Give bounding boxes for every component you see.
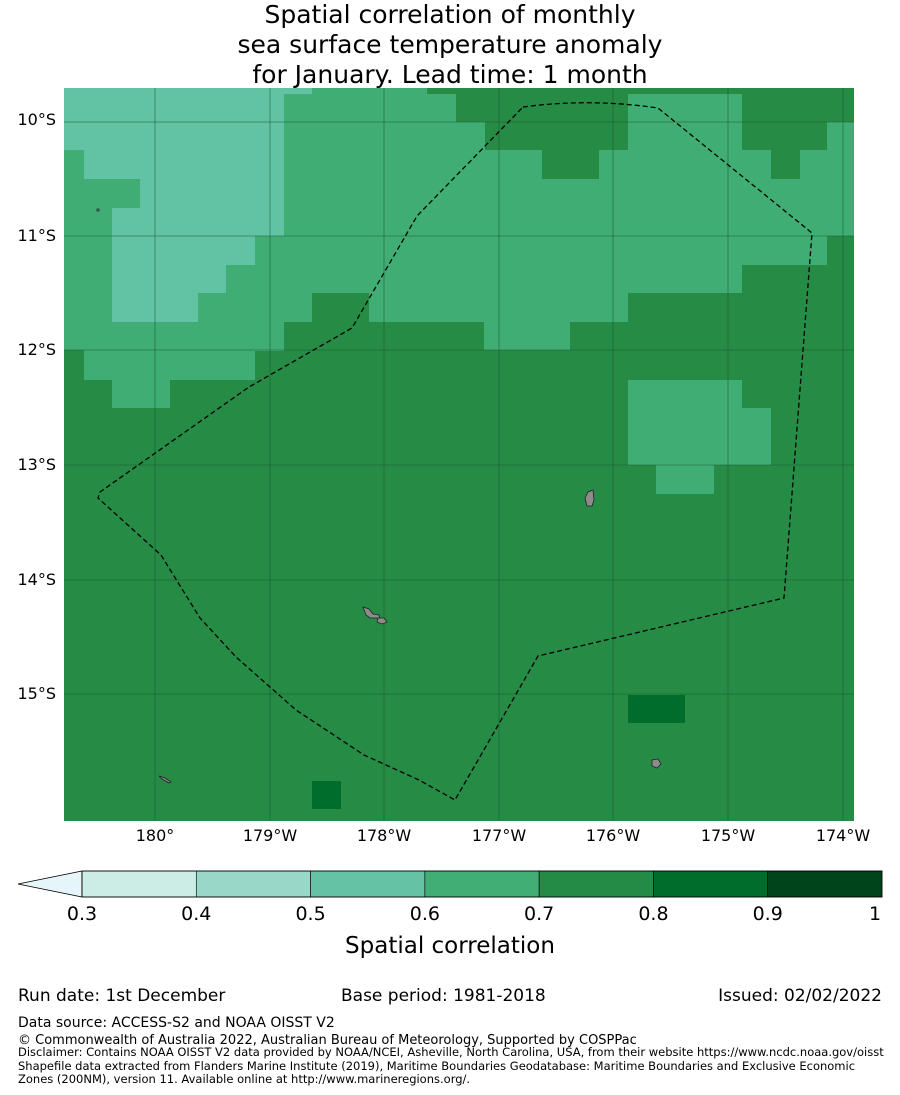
colorbar-segment — [81, 870, 197, 898]
colorbar-tick-label: 0.3 — [66, 903, 98, 925]
issued-date: Issued: 02/02/2022 — [718, 986, 882, 1006]
island-south — [651, 758, 662, 769]
eez-boundary — [97, 102, 813, 801]
colorbar-tick-label: 0.7 — [524, 903, 555, 925]
data-source: Data source: ACCESS-S2 and NOAA OISST V2 — [18, 1015, 335, 1031]
colorbar-tick-label: 0.5 — [295, 903, 326, 925]
central-pocket-1 — [312, 293, 369, 322]
lon-label-180: 180° — [135, 826, 175, 845]
island-upolu — [362, 606, 381, 619]
north-pocket-6 — [742, 94, 827, 122]
colorbar-segment — [653, 870, 769, 898]
lon-label-174w: 174°W — [815, 826, 871, 845]
east-pocket — [827, 236, 854, 265]
lon-label-176w: 176°W — [585, 826, 641, 845]
colorbar-segment — [767, 870, 883, 898]
colorbar-segment — [424, 870, 540, 898]
class-0.8-0.9-cells — [312, 695, 685, 809]
island-southwest — [158, 775, 172, 784]
lon-label-179w: 179°W — [242, 826, 298, 845]
central-pocket-5 — [64, 380, 112, 409]
colorbar — [17, 870, 883, 898]
class-0.7-0.8-pockets — [64, 88, 854, 409]
central-pocket-3 — [570, 322, 628, 351]
correlation-map — [64, 88, 854, 821]
north-pocket-1 — [427, 88, 485, 94]
lat-label-14s: 14°S — [17, 570, 56, 589]
north-pocket-3 — [485, 122, 628, 150]
colorbar-segments — [81, 870, 883, 898]
base-period: Base period: 1981-2018 — [341, 986, 546, 1006]
north-pocket-4 — [542, 150, 599, 179]
colorbar-label: Spatial correlation — [345, 933, 555, 959]
colorbar-tick-label: 0.8 — [638, 903, 669, 925]
north-pocket-2 — [456, 94, 628, 122]
lon-label-177w: 177°W — [471, 826, 527, 845]
title-line-3: for January. Lead time: 1 month — [252, 60, 648, 89]
island-west-speck — [96, 208, 100, 212]
lat-label-10s: 10°S — [17, 110, 56, 129]
lon-label-175w: 175°W — [700, 826, 756, 845]
copyright: © Commonwealth of Australia 2022, Austra… — [18, 1033, 637, 1048]
central-pocket-6 — [170, 380, 285, 408]
colorbar-outline — [81, 870, 883, 898]
dark-cell-south — [628, 695, 685, 723]
map-canvas — [64, 88, 854, 821]
colorbar-tick-label: 0.6 — [409, 903, 440, 925]
central-pocket-4 — [64, 350, 84, 380]
lat-label-13s: 13°S — [17, 455, 56, 474]
colorbar-tick-label: 0.9 — [752, 903, 783, 925]
colorbar-extend-triangle — [17, 870, 83, 898]
graticule — [64, 88, 854, 821]
title-line-1: Spatial correlation of monthly — [264, 0, 636, 29]
lat-label-12s: 12°S — [17, 340, 56, 359]
islands — [96, 208, 662, 784]
north-pocket-7 — [742, 122, 827, 150]
lon-label-178w: 178°W — [356, 826, 412, 845]
map-title: Spatial correlation of monthly sea surfa… — [0, 0, 900, 90]
dark-cell-southwest — [312, 781, 341, 809]
lat-label-11s: 11°S — [17, 226, 56, 245]
colorbar-tick-label: 1 — [868, 903, 882, 925]
disclaimer: Disclaimer: Contains NOAA OISST V2 data … — [18, 1046, 884, 1086]
north-pocket-5 — [714, 88, 854, 94]
north-pocket-8 — [771, 150, 800, 179]
lat-label-15s: 15°S — [17, 684, 56, 703]
island-north-east — [584, 489, 595, 507]
colorbar-segment — [538, 870, 654, 898]
colorbar-segment — [310, 870, 426, 898]
colorbar-segment — [195, 870, 311, 898]
colorbar-tick-label: 0.4 — [181, 903, 212, 925]
run-date: Run date: 1st December — [18, 986, 226, 1006]
island-savaii — [376, 617, 388, 625]
title-line-2: sea surface temperature anomaly — [237, 30, 663, 59]
east-box-region — [628, 380, 771, 494]
